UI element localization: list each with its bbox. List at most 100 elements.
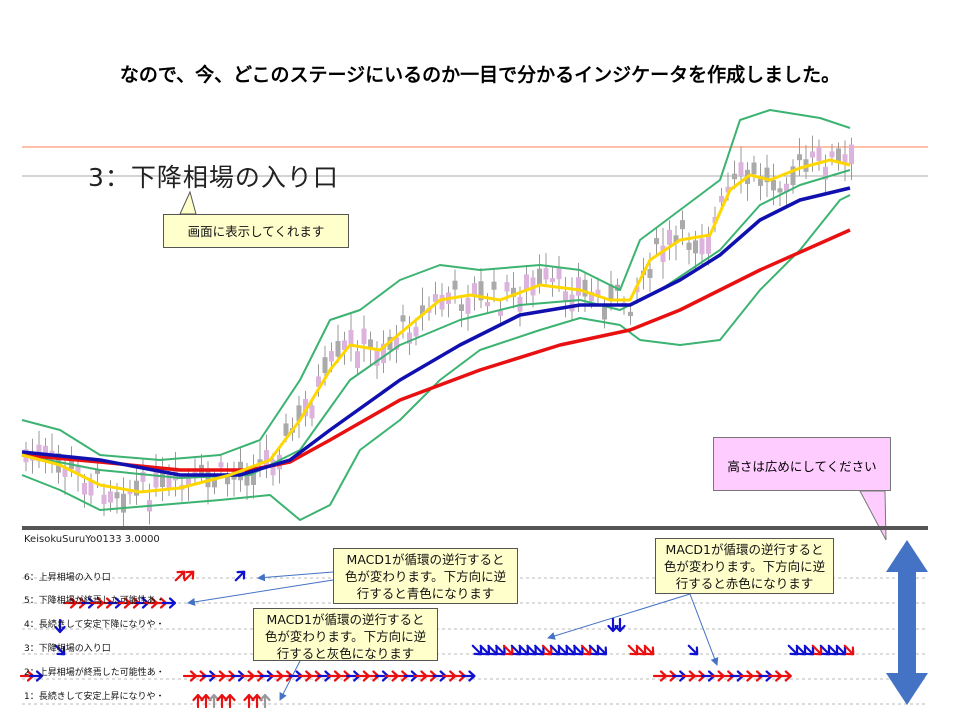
candle-body (582, 279, 588, 297)
callout-line: MACD1が循環の逆行すると (665, 542, 824, 557)
arrow-stroke (643, 644, 655, 656)
arrow-stroke (549, 644, 561, 656)
candle-body (738, 162, 744, 176)
callout-line: 色が変わります。下方向に逆 (264, 629, 427, 644)
row-label-4: 4：長続きして安定下降になりや・ (24, 620, 165, 630)
candle-body (673, 235, 679, 244)
arrow-stroke (588, 644, 600, 656)
up-right-arrow-icon (174, 570, 186, 582)
candle-body (439, 294, 445, 310)
right-arrow-icon (777, 670, 792, 682)
candle-body (186, 477, 191, 486)
candle-body (101, 494, 107, 504)
up-arrow-icon (208, 693, 220, 709)
candle-body (524, 274, 529, 291)
arrow-stroke (183, 570, 195, 582)
callout-red: MACD1が循環の逆行すると 色が変わります。下方向に逆 行すると赤色になります (655, 538, 834, 594)
callout-line: 行すると赤色になります (675, 576, 814, 591)
candle-body (550, 278, 555, 283)
candle-body (816, 147, 822, 162)
down-right-arrow-icon (510, 644, 522, 656)
candle-body (589, 291, 594, 302)
down-right-arrow-icon (803, 644, 815, 656)
candle-body (777, 188, 783, 193)
arrow-stroke (803, 644, 815, 656)
bollinger-lower (21, 194, 851, 521)
down-right-arrow-icon (827, 644, 839, 656)
candle-body (543, 268, 549, 280)
arrow-stroke (461, 670, 476, 682)
candle-body (400, 315, 406, 322)
candle-body (335, 340, 341, 357)
candle-body (257, 459, 263, 465)
candle-body (706, 233, 711, 254)
down-right-arrow-icon (479, 644, 491, 656)
candle-body (140, 472, 146, 482)
candle-body (82, 483, 87, 495)
down-arrow-icon (614, 617, 626, 633)
arrow-stroke (174, 570, 186, 582)
candle-body (264, 450, 269, 467)
arrow-stroke (687, 644, 699, 656)
candle-body (309, 405, 315, 419)
candle-body (95, 469, 100, 474)
up-arrow-icon (224, 693, 236, 709)
arrow-stroke (161, 597, 177, 609)
down-arrow-icon (54, 618, 66, 634)
candle-body (790, 166, 796, 186)
candle-body (465, 297, 471, 314)
arrow-stroke (580, 644, 592, 656)
arrow-stroke (827, 644, 839, 656)
arrow-stroke (510, 644, 522, 656)
callout-line: MACD1が循環の逆行すると (346, 552, 505, 567)
candle-body (849, 144, 854, 165)
down-right-arrow-icon (541, 644, 553, 656)
candle-body (595, 289, 601, 296)
down-right-arrow-icon (588, 644, 600, 656)
candle-body (121, 493, 126, 513)
arrow-stroke (787, 644, 799, 656)
down-right-arrow-icon (643, 644, 655, 656)
candle-body (420, 305, 425, 315)
callout-line: 色が変わります。下方向に逆 (344, 569, 507, 584)
candle-body (127, 489, 133, 495)
arrow-stroke (777, 670, 792, 682)
down-right-arrow-icon (787, 644, 799, 656)
arrow-stroke (54, 644, 66, 656)
candle-body (153, 470, 159, 488)
candle-body (355, 351, 360, 369)
candle-body (296, 405, 302, 422)
candle-body (569, 294, 575, 312)
candle-body (784, 183, 789, 193)
candle-body (647, 269, 653, 278)
arrow-stroke (557, 644, 569, 656)
candle-body (576, 277, 581, 296)
candle-body (329, 351, 334, 362)
candle-body (771, 180, 776, 191)
candle-body (472, 283, 477, 297)
arrow-stroke (216, 693, 228, 709)
arrow-stroke (251, 693, 263, 709)
arrow-stroke (259, 693, 271, 709)
candle-body (348, 330, 354, 345)
candle-body (368, 339, 373, 349)
callout-blue: MACD1が循環の逆行すると 色が変わります。下方向に逆 行すると青色になります (333, 548, 518, 604)
ma-blue-line (21, 186, 851, 477)
candle-body (563, 291, 568, 303)
row-label-1: 1：長続きして安定上昇になりや・ (24, 692, 165, 702)
arrow-stroke (819, 644, 831, 656)
up-arrow-icon (259, 693, 271, 709)
down-right-arrow-icon (557, 644, 569, 656)
candle-body (394, 337, 399, 350)
callout-pointer (859, 490, 887, 541)
arrow-stroke (28, 670, 44, 682)
arrow-stroke (534, 644, 545, 656)
up-arrow-icon (192, 693, 204, 709)
row-label-3: 3：下降相場の入り口 (24, 644, 111, 654)
arrow-stroke (54, 618, 66, 634)
candle-body (134, 480, 139, 496)
candle-body (758, 178, 763, 186)
down-right-arrow-icon (526, 644, 537, 656)
candle-body (251, 472, 256, 485)
